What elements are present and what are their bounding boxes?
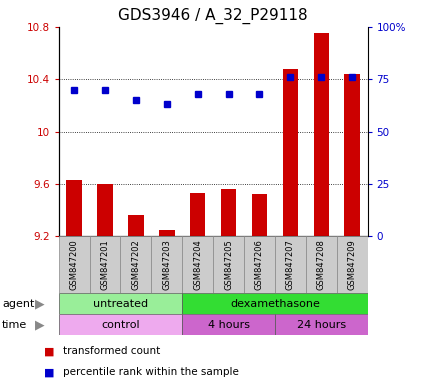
Text: GSM847207: GSM847207 [285,239,294,290]
Text: agent: agent [2,298,34,309]
Title: GDS3946 / A_32_P29118: GDS3946 / A_32_P29118 [118,8,307,24]
Bar [128,215,143,236]
Bar [151,236,182,293]
Text: 4 hours: 4 hours [207,319,249,330]
Text: percentile rank within the sample: percentile rank within the sample [63,367,238,377]
Bar [182,314,274,335]
Text: control: control [101,319,139,330]
Text: time: time [2,319,27,330]
Bar [220,189,236,236]
Text: ■: ■ [43,346,54,356]
Text: transformed count: transformed count [63,346,160,356]
Bar [243,236,274,293]
Bar [89,236,120,293]
Text: GSM847209: GSM847209 [347,239,356,290]
Bar [213,236,243,293]
Text: GSM847201: GSM847201 [100,239,109,290]
Bar [66,180,82,236]
Bar [274,314,367,335]
Bar [313,33,328,236]
Text: GSM847204: GSM847204 [193,239,202,290]
Bar [97,184,112,236]
Bar [251,194,266,236]
Bar [59,314,182,335]
Bar [282,69,297,236]
Text: GSM847203: GSM847203 [162,239,171,290]
Text: GSM847200: GSM847200 [69,239,79,290]
Text: ▶: ▶ [35,297,45,310]
Text: ■: ■ [43,367,54,377]
Text: GSM847206: GSM847206 [254,239,263,290]
Bar [344,74,359,236]
Bar [59,293,182,314]
Text: GSM847205: GSM847205 [224,239,233,290]
Bar [159,230,174,236]
Bar [190,193,205,236]
Text: untreated: untreated [93,298,148,309]
Text: ▶: ▶ [35,318,45,331]
Text: GSM847202: GSM847202 [131,239,140,290]
Bar [274,236,305,293]
Text: dexamethasone: dexamethasone [230,298,319,309]
Bar [305,236,336,293]
Bar [120,236,151,293]
Bar [182,236,213,293]
Text: GSM847208: GSM847208 [316,239,325,290]
Bar [182,293,367,314]
Text: 24 hours: 24 hours [296,319,345,330]
Bar [336,236,367,293]
Bar [59,236,89,293]
